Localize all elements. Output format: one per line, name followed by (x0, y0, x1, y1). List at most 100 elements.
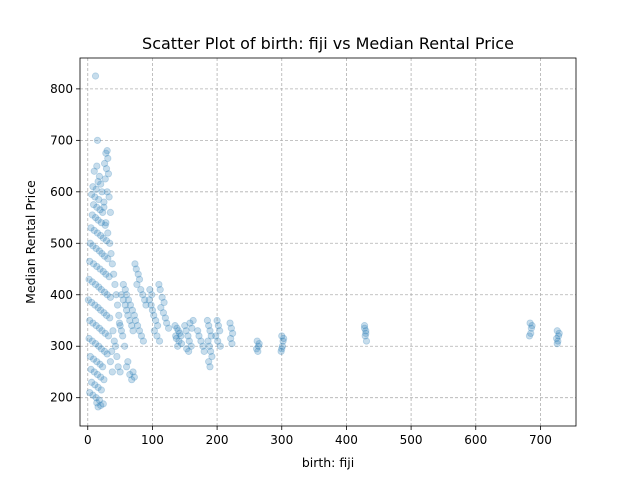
data-point (159, 309, 168, 317)
data-point (93, 262, 101, 271)
data-point (126, 301, 135, 309)
data-point (214, 322, 222, 330)
data-point (527, 329, 535, 337)
data-point (554, 337, 562, 345)
data-point (117, 327, 125, 335)
data-point (150, 327, 158, 335)
data-point (100, 252, 109, 260)
data-point (189, 316, 197, 325)
data-point (278, 345, 286, 353)
data-point (226, 319, 234, 327)
data-point (129, 327, 137, 335)
data-point (92, 244, 100, 253)
data-point (119, 332, 127, 340)
data-point (554, 332, 563, 340)
data-point (216, 327, 224, 335)
data-point (91, 340, 100, 348)
data-point (94, 383, 102, 391)
data-point (108, 260, 116, 268)
data-point (207, 347, 215, 355)
y-axis-ticks: 200 300 400 500 600 700 800 (50, 82, 80, 405)
data-point (184, 332, 192, 340)
data-point (85, 334, 93, 343)
data-point (99, 208, 107, 217)
data-point (204, 337, 212, 345)
data-point (174, 342, 182, 350)
data-point (88, 211, 96, 219)
data-point (160, 298, 168, 307)
data-point (227, 334, 235, 343)
data-point (106, 314, 114, 322)
data-point (91, 381, 99, 389)
data-point (129, 368, 137, 376)
data-point (147, 301, 155, 309)
data-point (89, 355, 98, 363)
data-point (96, 206, 104, 214)
data-point (171, 322, 179, 330)
data-point (104, 229, 112, 237)
data-point (187, 342, 195, 350)
data-point (103, 147, 111, 155)
data-point (107, 249, 115, 258)
data-point (150, 311, 158, 319)
data-point (112, 291, 120, 299)
data-point (91, 301, 99, 309)
data-point (117, 291, 125, 299)
data-point (104, 154, 112, 162)
data-point (207, 332, 215, 340)
data-point (119, 296, 127, 304)
data-point (124, 296, 133, 304)
data-point (111, 342, 120, 350)
data-point (93, 229, 102, 237)
data-point (158, 293, 166, 301)
data-point (94, 304, 102, 312)
data-point (173, 324, 181, 332)
data-point (103, 350, 111, 358)
data-point (203, 316, 211, 325)
chart-title: Scatter Plot of birth: fiji vs Median Re… (142, 34, 514, 53)
x-tick-label: 600 (464, 433, 487, 447)
data-point (182, 327, 190, 335)
data-point (130, 373, 138, 381)
data-point (188, 324, 196, 332)
plot-frame (79, 57, 577, 427)
data-point (101, 329, 109, 337)
data-point (137, 286, 145, 294)
data-point (146, 286, 154, 294)
data-point (121, 286, 129, 294)
x-axis-label: birth: fiji (302, 455, 354, 470)
data-point (95, 172, 104, 180)
data-point (102, 270, 110, 278)
data-point (362, 337, 371, 345)
data-point (177, 332, 185, 340)
data-point (279, 337, 287, 345)
data-point (141, 296, 149, 304)
data-point (95, 283, 103, 291)
data-point (121, 342, 129, 350)
data-point (553, 327, 561, 335)
data-point (97, 373, 105, 381)
y-tick-label: 300 (50, 339, 73, 353)
data-point (101, 221, 109, 229)
data-point (103, 291, 111, 299)
data-point (96, 360, 104, 368)
data-point (142, 301, 150, 309)
data-point (113, 352, 121, 361)
data-point (110, 337, 118, 345)
data-point (90, 167, 98, 175)
data-point (205, 322, 213, 330)
data-point (88, 337, 96, 345)
data-point (97, 180, 105, 188)
data-point (121, 301, 129, 309)
data-point (205, 342, 213, 350)
data-point (360, 324, 369, 332)
data-point (185, 347, 193, 355)
data-point (172, 334, 180, 343)
data-point (100, 376, 108, 384)
data-point (96, 265, 104, 273)
data-point (128, 376, 136, 384)
data-point (208, 352, 216, 361)
data-point (113, 301, 122, 309)
data-point (114, 363, 122, 371)
